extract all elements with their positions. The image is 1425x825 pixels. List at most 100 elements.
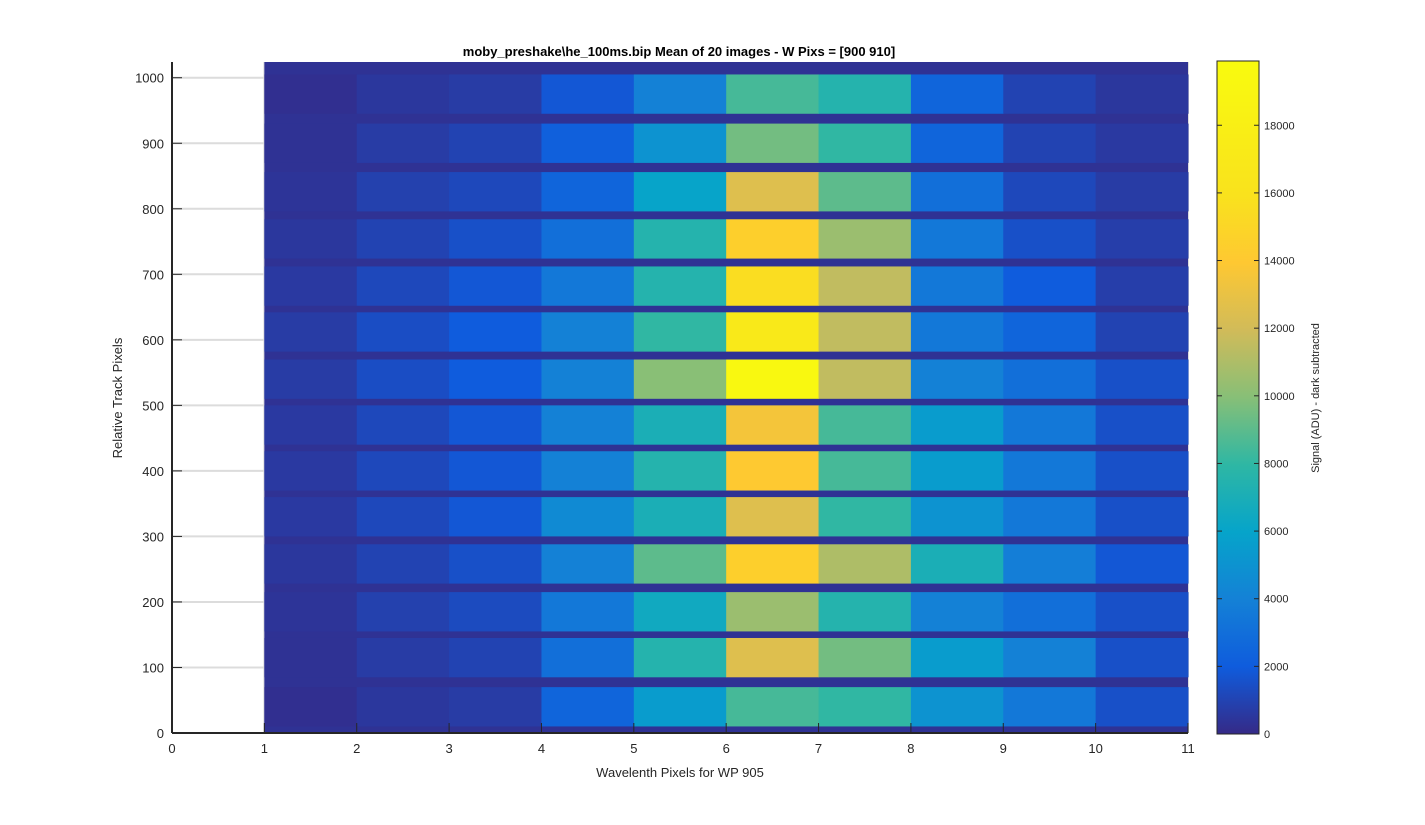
heatmap-cell [1003,266,1097,306]
colorbar [1216,60,1260,735]
heatmap-cell [633,266,727,306]
heatmap-cell [818,405,912,445]
heatmap-cell [264,497,358,537]
heatmap-cell [541,359,635,399]
y-tick-label: 1000 [135,71,164,86]
heatmap-cell [818,359,912,399]
heatmap-cell [1095,544,1189,584]
x-tick-labels: 0 1 2 3 4 5 6 7 8 9 10 11 [168,741,1194,756]
x-tick-label: 5 [630,741,637,756]
heatmap-cell [726,74,820,114]
heatmap-cell [818,219,912,259]
heatmap-cell [633,637,727,678]
heatmap-cell [910,266,1004,306]
heatmap-cell [633,312,727,352]
heatmap-cell [910,637,1004,678]
x-tick-label: 11 [1181,741,1195,756]
heatmap-cell [726,359,820,399]
heatmap-cell [449,219,542,259]
heatmap-cell [818,497,912,537]
heatmap-cell [1003,497,1097,537]
x-axis-label: Wavelenth Pixels for WP 905 [596,765,764,780]
heatmap-cell [1095,592,1189,632]
heatmap-cell [1095,266,1189,306]
heatmap-cell [633,451,727,491]
y-tick-label: 0 [157,726,164,741]
heatmap-cell [449,266,542,306]
colorbar-tick-label: 16000 [1264,188,1295,200]
heatmap-cell [264,172,358,212]
heatmap-cell [356,497,450,537]
y-tick-label: 900 [142,136,164,151]
heatmap-cell [633,544,727,584]
heatmap-cell [726,544,820,584]
heatmap-cell [1095,637,1189,678]
colorbar-label: Signal (ADU) - dark subtracted [1310,323,1322,473]
heatmap-cell [264,592,358,632]
heatmap-cell [1003,74,1097,114]
heatmap-cell [1003,312,1097,352]
heatmap-cell [449,123,542,163]
heatmap-cell [726,405,820,445]
colorbar-tick-label: 18000 [1264,120,1295,132]
heatmap-cell [264,637,358,678]
heatmap-cell [1003,359,1097,399]
heatmap-cell [1003,405,1097,445]
heatmap-cell [633,219,727,259]
heatmap-cell [449,544,542,584]
heatmap-cell [449,312,542,352]
heatmap-cell [356,312,450,352]
y-tick-label: 500 [142,398,164,413]
heatmap-cell [818,592,912,632]
heatmap-cell [910,123,1004,163]
heatmap-cell [818,123,912,163]
heatmap-cell [449,74,542,114]
heatmap-cell [910,219,1004,259]
heatmap-cell [1003,544,1097,584]
heatmap-cell [356,405,450,445]
heatmap-cell [356,451,450,491]
heatmap-cell [726,497,820,537]
x-tick-label: 4 [538,741,545,756]
heatmap-cell [449,405,542,445]
heatmap-cell [818,266,912,306]
heatmap-cell [726,451,820,491]
heatmap-cell [1003,219,1097,259]
heatmap-cell [1095,74,1189,114]
heatmap-cell [726,266,820,306]
heatmap-cell [726,312,820,352]
y-tick-label: 300 [142,529,164,544]
heatmap-cell [356,219,450,259]
heatmap-cell [726,592,820,632]
y-tick-label: 100 [142,660,164,675]
heatmap-cell [356,687,450,727]
heatmap-cell [910,497,1004,537]
heatmap-cell [264,687,358,727]
colorbar-tick-label: 12000 [1264,323,1295,335]
heatmap-cell [264,359,358,399]
heatmap-cell [541,219,635,259]
heatmap-cell [818,637,912,678]
heatmap-cell [1003,123,1097,163]
heatmap-cell [541,74,635,114]
heatmap-cell [726,123,820,163]
colorbar-tick-label: 0 [1264,729,1270,741]
x-tick-label: 1 [261,741,268,756]
x-tick-label: 0 [168,741,175,756]
heatmap-cell [541,497,635,537]
heatmap-cell [633,592,727,632]
heatmap-cell [818,451,912,491]
heatmap-cell [910,405,1004,445]
heatmap-cell [910,451,1004,491]
heatmap-cell [541,405,635,445]
heatmap-cell [356,637,450,678]
heatmap-cell [541,172,635,212]
heatmap-cell [356,544,450,584]
heatmap-cell [1095,359,1189,399]
heatmap-cell [818,312,912,352]
heatmap-cell [541,451,635,491]
heatmap-cell [356,359,450,399]
x-tick-label: 10 [1088,741,1102,756]
heatmap-cell [449,172,542,212]
heatmap-cell [541,687,635,727]
